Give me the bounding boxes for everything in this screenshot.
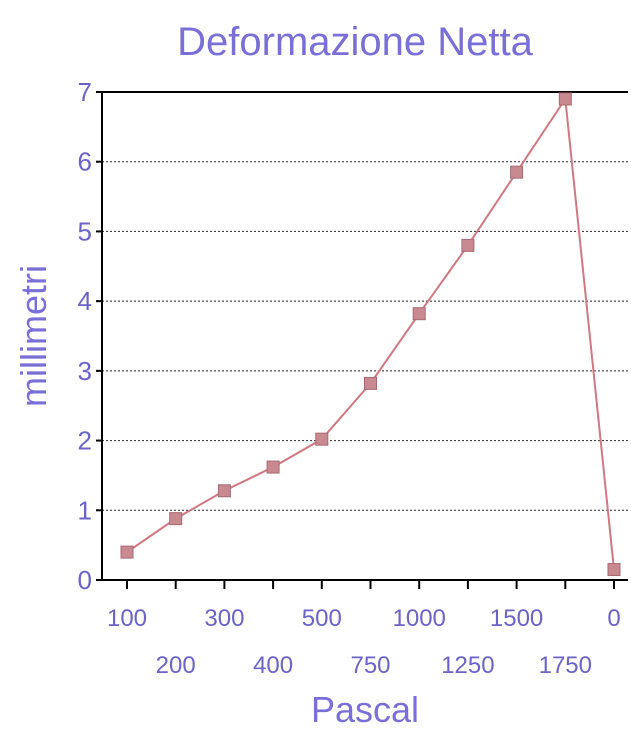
chart-title: Deformazione Netta — [177, 20, 533, 64]
x-tick-label-1000: 1000 — [393, 605, 446, 632]
gridlines — [102, 91, 628, 511]
x-tick-label-300: 300 — [204, 605, 244, 632]
x-axis-title: Pascal — [311, 689, 419, 730]
data-point-400 — [266, 460, 280, 474]
x-tick-label-0: 0 — [607, 605, 620, 632]
y-tick-label-4: 4 — [78, 286, 92, 316]
series-line-0 — [126, 96, 615, 570]
axes — [96, 91, 628, 589]
y-tick-label-3: 3 — [78, 356, 92, 386]
x-tick-label-100: 100 — [107, 605, 147, 632]
data-point-1750 — [558, 92, 572, 106]
y-tick-label-0: 0 — [78, 565, 92, 595]
x-tick-label-400: 400 — [253, 652, 293, 679]
y-tick-label-1: 1 — [78, 495, 92, 525]
x-tick-label-1250: 1250 — [441, 652, 494, 679]
x-tick-label-1750: 1750 — [539, 652, 592, 679]
data-point-1000 — [412, 307, 426, 321]
series-layer — [120, 92, 621, 577]
data-point-500 — [315, 432, 329, 446]
data-point-100 — [120, 545, 134, 559]
data-point-1250 — [461, 238, 475, 252]
data-point-200 — [169, 512, 183, 526]
data-point-0 — [607, 563, 621, 577]
x-tick-label-750: 750 — [350, 652, 390, 679]
y-tick-label-5: 5 — [78, 216, 92, 246]
y-axis-title: millimetri — [13, 265, 54, 407]
x-tick-label-500: 500 — [302, 605, 342, 632]
x-tick-label-200: 200 — [156, 652, 196, 679]
y-tick-label-6: 6 — [78, 147, 92, 177]
x-tick-label-1500: 1500 — [490, 605, 543, 632]
data-point-750 — [364, 376, 377, 390]
y-tick-label-7: 7 — [78, 77, 92, 107]
data-point-1500 — [510, 165, 524, 179]
y-tick-label-2: 2 — [78, 426, 92, 456]
data-point-300 — [217, 484, 231, 498]
